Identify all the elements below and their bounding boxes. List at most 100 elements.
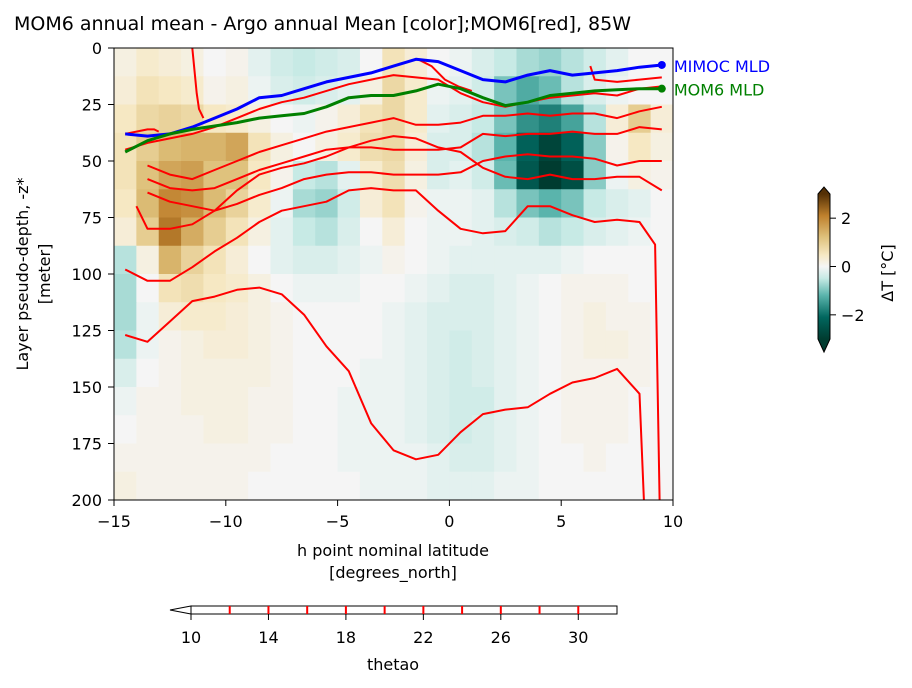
heatmap-cell <box>292 443 316 473</box>
heatmap-cell <box>359 245 383 275</box>
heatmap-cell <box>248 471 272 500</box>
x-axis-label-line2: [degrees_north] <box>329 563 457 583</box>
heatmap-cell <box>181 330 204 360</box>
heatmap-cell <box>561 189 585 218</box>
heatmap-cell <box>337 274 361 303</box>
heatmap-cell <box>471 387 495 416</box>
heatmap-cell <box>337 245 361 275</box>
heatmap-cell <box>203 415 227 444</box>
heatmap-cell <box>449 387 473 416</box>
heatmap-cell <box>605 161 629 190</box>
mimoc-mld-line <box>125 57 662 138</box>
heatmap-cell <box>516 471 540 500</box>
heatmap-cell <box>650 245 673 275</box>
heatmap-cell <box>538 443 562 473</box>
heatmap-cell <box>270 132 294 162</box>
heatmap-cell <box>471 104 495 134</box>
heatmap-cell <box>449 443 473 473</box>
heatmap-cell <box>315 104 339 134</box>
heatmap-cell <box>158 358 182 388</box>
heatmap-cell <box>427 443 450 473</box>
heatmap-cell <box>516 330 540 360</box>
heatmap-cell <box>270 189 294 218</box>
heatmap-cell <box>248 387 272 416</box>
heatmap-cell <box>628 245 652 275</box>
heatmap-cell <box>449 302 473 331</box>
heatmap-cell <box>583 245 607 275</box>
heatmap-cell <box>605 274 629 303</box>
y-tick-label: 200 <box>71 491 102 510</box>
heatmap-cell <box>449 330 473 360</box>
heatmap-cell <box>583 387 607 416</box>
heatmap-cell <box>404 330 428 360</box>
heatmap-cell <box>382 415 406 444</box>
heatmap-cell <box>605 302 629 331</box>
heatmap-cell <box>114 48 137 77</box>
heatmap-cell <box>382 48 406 77</box>
heatmap-cell <box>494 104 517 134</box>
heatmap-cell <box>248 443 272 473</box>
colorbar-ticks: −2 0 2 <box>830 209 865 325</box>
heatmap-cell <box>270 471 294 500</box>
heatmap-cell <box>561 76 585 105</box>
heatmap-cell <box>248 48 272 77</box>
heatmap-cell <box>561 104 585 134</box>
heatmap-cell <box>538 330 562 360</box>
heatmap-cell <box>292 330 316 360</box>
heatmap-cell <box>136 104 160 134</box>
y-tick-label: 175 <box>71 435 102 454</box>
heatmap-cell <box>248 245 272 275</box>
heatmap-cell <box>516 161 540 190</box>
heatmap-cell <box>404 189 428 218</box>
heatmap-cell <box>181 387 204 416</box>
heatmap-cell <box>181 245 204 275</box>
heatmap-cell <box>538 217 562 247</box>
heatmap-cell <box>605 387 629 416</box>
heatmap-cell <box>225 302 249 331</box>
heatmap-cell <box>382 76 406 105</box>
x-tick-label: −10 <box>209 512 243 531</box>
heatmap-cell <box>181 76 204 105</box>
heatmap-cell <box>449 189 473 218</box>
y-axis-label-line1: Layer pseudo-depth, -z* <box>13 177 32 370</box>
heatmap-cell <box>650 415 673 444</box>
heatmap-cell <box>538 274 562 303</box>
x-tick-label: −5 <box>326 512 350 531</box>
heatmap-cell <box>516 48 540 77</box>
heatmap-cell <box>628 217 652 247</box>
contour-line <box>589 65 662 83</box>
heatmap-cell <box>494 358 517 388</box>
heatmap-cell <box>270 245 294 275</box>
heatmap-cell <box>404 217 428 247</box>
heatmap-cell <box>136 302 160 331</box>
mimoc-mld-label: MIMOC MLD <box>674 57 770 76</box>
heatmap-cell <box>181 443 204 473</box>
x-tick-label: 10 <box>663 512 683 531</box>
heatmap-cell <box>337 330 361 360</box>
heatmap-cell <box>114 217 137 247</box>
heatmap-cell <box>114 161 137 190</box>
heatmap-cell <box>538 104 562 134</box>
heatmap-cell <box>181 415 204 444</box>
y-tick-label: 0 <box>92 39 102 58</box>
heatmap-cell <box>114 189 137 218</box>
heatmap-cell <box>605 471 629 500</box>
heatmap-cell <box>516 104 540 134</box>
contour-colorbar-tick-label: 30 <box>568 628 588 647</box>
heatmap-cell <box>359 104 383 134</box>
heatmap-cell <box>181 274 204 303</box>
heatmap-cell <box>538 387 562 416</box>
heatmap-cell <box>382 189 406 218</box>
heatmap-cell <box>494 415 517 444</box>
heatmap-cell <box>203 48 227 77</box>
heatmap-cell <box>225 358 249 388</box>
heatmap-cell <box>136 76 160 105</box>
mimoc-mld-endpoint <box>657 60 666 69</box>
heatmap-cell <box>359 274 383 303</box>
heatmap <box>114 48 673 500</box>
y-axis: 0 25 50 75 100 125 150 175 200 <box>71 39 114 510</box>
x-tick-label: 0 <box>444 512 454 531</box>
contour-line <box>135 135 663 230</box>
heatmap-cell <box>494 443 517 473</box>
heatmap-cell <box>494 48 517 77</box>
